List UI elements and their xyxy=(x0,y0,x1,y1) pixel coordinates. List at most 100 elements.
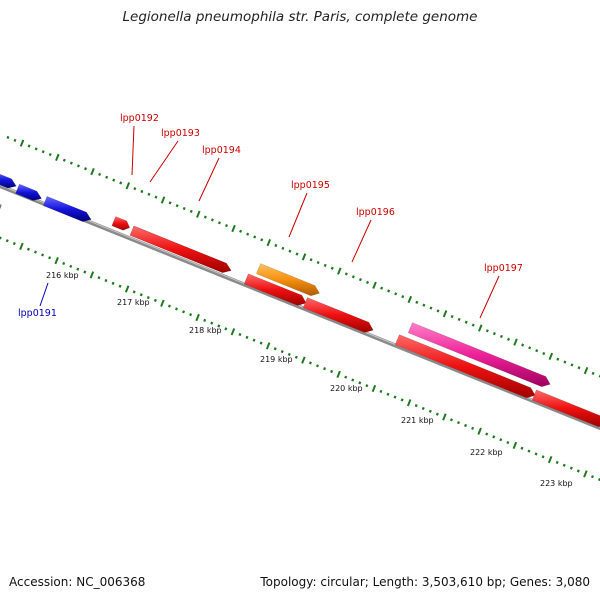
gene-arrow xyxy=(111,216,131,231)
gene-arrow xyxy=(243,273,307,306)
tick-mark xyxy=(231,224,236,233)
tick-mark xyxy=(76,267,80,271)
tick-mark xyxy=(90,167,95,176)
tick-mark xyxy=(365,384,369,388)
tick-mark xyxy=(168,201,172,205)
tick-mark xyxy=(570,363,574,367)
gene-arrow xyxy=(256,263,320,297)
tick-mark xyxy=(195,313,200,322)
tick-mark xyxy=(238,332,242,337)
tick-mark xyxy=(422,303,426,307)
tick-mark xyxy=(521,343,525,347)
tick-mark xyxy=(421,406,425,411)
tick-mark xyxy=(89,271,95,279)
tick-mark xyxy=(62,261,66,266)
tick-mark xyxy=(252,338,256,342)
tick-mark xyxy=(69,264,73,268)
tick-mark xyxy=(528,346,532,350)
genome-summary-text: Topology: circular; Length: 3,503,610 bp… xyxy=(260,575,590,589)
tick-mark xyxy=(301,356,306,364)
tick-mark xyxy=(217,221,221,225)
tick-mark xyxy=(175,307,178,311)
tick-mark xyxy=(442,310,448,318)
tick-mark xyxy=(160,196,166,204)
gene-arrow xyxy=(394,334,536,399)
tick-mark xyxy=(471,426,475,430)
gene-label: lpp0197 xyxy=(484,263,523,274)
tick-mark xyxy=(344,272,348,276)
tick-mark xyxy=(555,460,559,465)
gene-leader-line xyxy=(479,275,500,319)
tick-mark xyxy=(104,278,108,283)
gene-label: lpp0191 xyxy=(18,308,57,319)
tick-mark xyxy=(119,181,123,185)
tick-mark xyxy=(76,164,80,168)
inner-tick-track xyxy=(0,236,600,482)
tick-mark xyxy=(556,357,560,361)
backbone xyxy=(0,183,600,431)
tick-mark xyxy=(139,293,143,297)
tick-mark xyxy=(386,392,390,396)
tick-mark xyxy=(124,285,130,293)
gene-leader-line xyxy=(39,282,49,307)
tick-label: 223 kbp xyxy=(540,479,573,488)
tick-mark xyxy=(548,352,554,360)
tick-mark xyxy=(449,418,453,422)
tick-mark xyxy=(464,423,468,428)
gene-arrow xyxy=(42,196,92,222)
tick-label: 220 kbp xyxy=(330,384,363,393)
tick-mark xyxy=(513,338,518,346)
tick-mark xyxy=(225,224,228,228)
tick-mark xyxy=(217,324,221,328)
tick-mark xyxy=(583,470,588,478)
tick-label: 221 kbp xyxy=(401,416,434,425)
gene-arrow xyxy=(15,183,42,201)
tick-mark xyxy=(401,295,405,299)
tick-mark xyxy=(591,371,595,376)
tick-mark xyxy=(400,398,404,402)
tick-label: 218 kbp xyxy=(189,326,222,335)
tick-mark xyxy=(478,324,483,332)
tick-mark xyxy=(541,455,545,459)
tick-mark xyxy=(330,369,334,374)
tick-mark xyxy=(146,296,150,300)
tick-mark xyxy=(316,260,320,265)
tick-mark xyxy=(372,281,377,289)
gene-leader-line xyxy=(351,219,372,263)
tick-mark xyxy=(27,144,31,148)
tick-mark xyxy=(246,232,250,236)
tick-mark xyxy=(534,452,538,456)
tick-mark xyxy=(464,320,468,324)
tick-label: 222 kbp xyxy=(470,448,503,457)
tick-mark xyxy=(133,187,137,191)
tick-mark xyxy=(140,189,144,194)
tick-mark xyxy=(41,150,45,154)
gene-label: lpp0196 xyxy=(356,207,395,218)
tick-mark xyxy=(34,147,38,151)
tick-mark xyxy=(435,412,439,416)
tick-mark xyxy=(41,253,45,257)
tick-mark xyxy=(457,317,461,321)
tick-mark xyxy=(112,178,116,182)
tick-mark xyxy=(330,266,334,270)
tick-mark xyxy=(535,349,539,353)
tick-mark xyxy=(147,192,151,196)
tick-mark xyxy=(316,364,319,368)
tick-mark xyxy=(175,204,179,208)
gene-leader-line xyxy=(131,125,135,176)
tick-mark xyxy=(394,292,398,296)
tick-mark xyxy=(379,389,383,393)
tick-mark xyxy=(583,366,589,375)
tick-mark xyxy=(182,206,186,211)
gene-arrow xyxy=(407,322,551,387)
tick-mark xyxy=(358,278,362,282)
tick-mark xyxy=(13,138,17,142)
tick-mark xyxy=(98,172,102,177)
tick-mark xyxy=(288,249,292,253)
tick-mark xyxy=(34,250,37,254)
tick-mark xyxy=(196,210,201,218)
tick-mark xyxy=(224,327,228,331)
tick-mark xyxy=(154,195,158,199)
tick-mark xyxy=(132,290,136,294)
